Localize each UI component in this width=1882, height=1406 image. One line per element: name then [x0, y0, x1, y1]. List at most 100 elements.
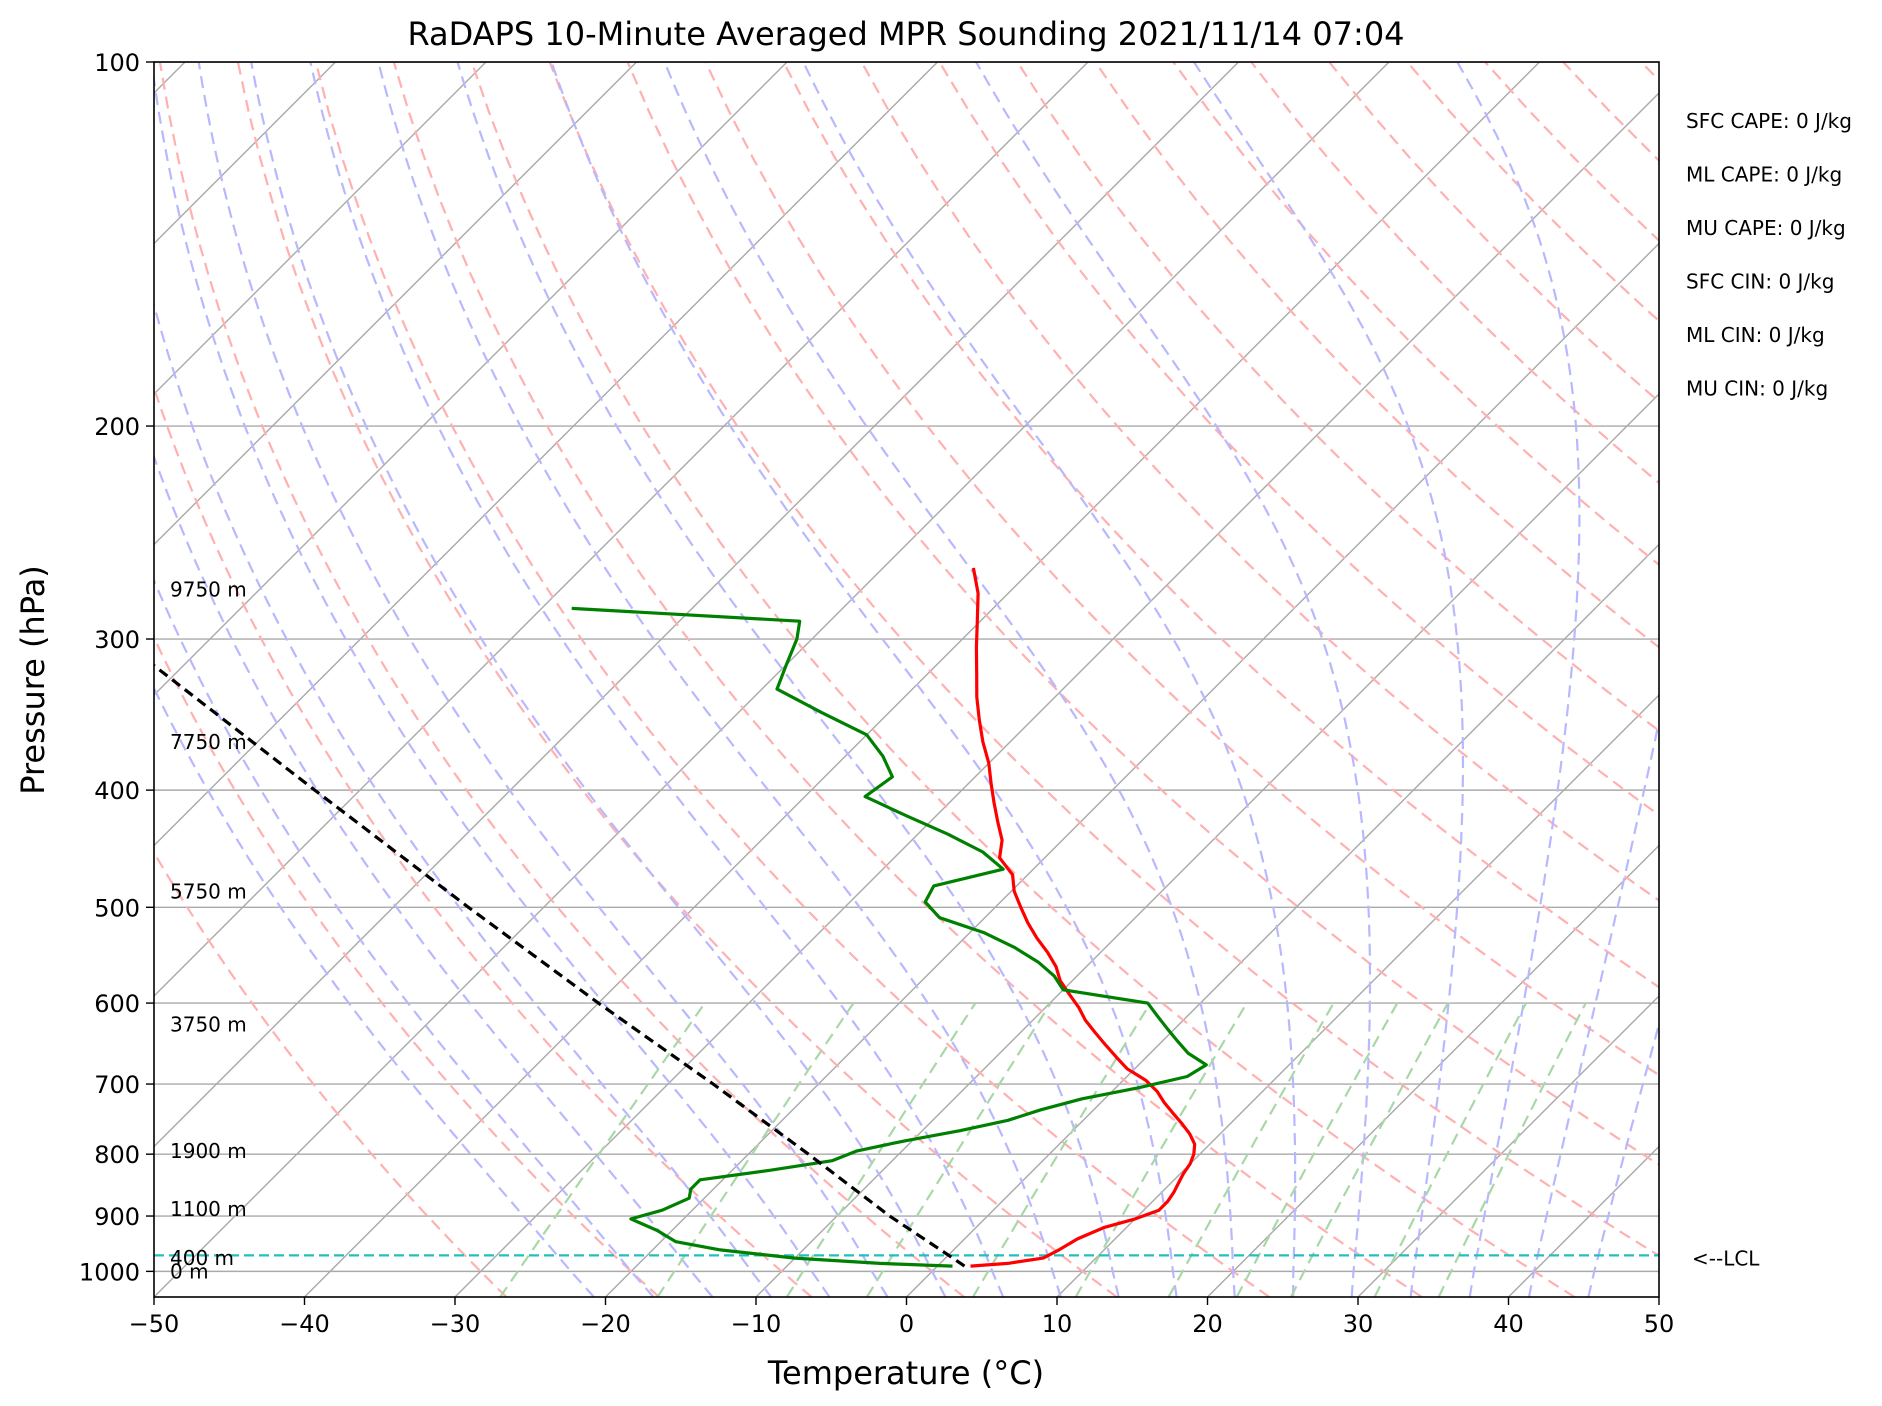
index-text: MU CAPE: 0 J/kg — [1686, 216, 1846, 240]
dry-adiabat-line — [1016, 62, 1659, 733]
dry-adiabat-line — [1094, 62, 1659, 649]
dry-adiabat-line — [1484, 62, 1659, 243]
plot-frame — [153, 61, 1660, 1298]
dry-adiabat-line — [704, 62, 1659, 1077]
moist-adiabat-line — [802, 62, 1297, 1297]
dry-adiabat-line — [236, 62, 1118, 1297]
x-tick-label: −40 — [279, 1310, 330, 1338]
height-label: 400 m — [170, 1246, 234, 1270]
moist-adiabat-line — [154, 300, 773, 1297]
height-label: 1900 m — [170, 1139, 247, 1163]
dry-adiabat-line — [1172, 62, 1659, 567]
dry-adiabat-line — [1719, 62, 1882, 1297]
dry-adiabat-line — [1328, 62, 1659, 404]
x-tick-label: −10 — [731, 1310, 782, 1338]
x-tick-label: 30 — [1343, 1310, 1374, 1338]
chart-title: RaDAPS 10-Minute Averaged MPR Sounding 2… — [407, 15, 1404, 53]
dry-adiabat-line — [1250, 62, 1659, 485]
height-label: 5750 m — [170, 879, 247, 903]
moist-adiabat-line — [154, 453, 714, 1297]
y-tick-label: 300 — [94, 626, 140, 654]
mixing-ratio-line — [1289, 1002, 1449, 1297]
isotherm-line — [1508, 1145, 1659, 1297]
moist-adiabat-line — [154, 72, 831, 1297]
dry-adiabat-line — [1562, 62, 1659, 162]
mixing-ratio-line — [865, 1002, 1052, 1297]
grid-layer — [154, 62, 1882, 1297]
dry-adiabat-line — [392, 62, 1423, 1297]
y-tick-label: 800 — [94, 1141, 140, 1169]
dry-adiabat-line — [1406, 62, 1659, 323]
isotherm-line — [154, 62, 487, 395]
isotherm-line — [605, 242, 1659, 1297]
isotherm-line — [154, 62, 1390, 1297]
mixing-ratio-line — [1235, 1002, 1399, 1297]
height-label: 1100 m — [170, 1197, 247, 1221]
isotherm-line — [154, 62, 1239, 1148]
height-label: 0 m — [170, 1259, 209, 1283]
dry-adiabat-line — [314, 62, 1271, 1297]
y-tick-label: 100 — [94, 49, 140, 77]
isotherm-line — [454, 92, 1659, 1297]
dry-adiabat-line — [1640, 62, 1659, 82]
dry-adiabat-line — [154, 635, 660, 1297]
index-text: SFC CAPE: 0 J/kg — [1686, 109, 1852, 133]
isotherm-line — [154, 62, 788, 696]
x-tick-label: −50 — [129, 1310, 180, 1338]
dry-adiabat-line — [782, 62, 1659, 989]
dry-adiabat-line — [938, 62, 1659, 817]
moist-adiabat-line — [377, 62, 1062, 1297]
y-axis-label: Pressure (hPa) — [14, 565, 52, 795]
x-tick-label: 50 — [1644, 1310, 1675, 1338]
y-tick-label: 600 — [94, 990, 140, 1018]
x-tick-label: 40 — [1493, 1310, 1524, 1338]
index-text: ML CAPE: 0 J/kg — [1686, 163, 1842, 187]
isotherm-line — [1056, 694, 1659, 1297]
dry-adiabat-line — [548, 62, 1659, 1258]
moist-adiabat-line — [309, 62, 1005, 1297]
label-layer: −50 −40 −30 −20 −10 0 10 20 30 40 50 100 200 300 400 50… — [79, 49, 1852, 1338]
parcel-profile — [154, 663, 966, 1268]
dry-adiabat-line — [860, 62, 1659, 902]
isotherm-line — [906, 543, 1659, 1297]
mixing-ratio-line — [656, 1002, 855, 1297]
dry-adiabat-line — [470, 62, 1576, 1297]
lcl-label: <--LCL — [1692, 1246, 1760, 1270]
isotherm-line — [154, 62, 1089, 997]
x-tick-label: −20 — [580, 1310, 631, 1338]
y-tick-label: 1000 — [79, 1258, 140, 1286]
mixing-ratio-line — [1437, 1002, 1587, 1297]
moist-adiabat-line — [154, 685, 595, 1297]
isotherm-line — [1357, 995, 1659, 1297]
moist-adiabat-line — [250, 62, 947, 1297]
dry-adiabat-line — [626, 62, 1659, 1166]
dry-adiabat-line — [154, 850, 508, 1297]
x-tick-label: 10 — [1042, 1310, 1073, 1338]
mixing-ratio-line — [499, 1002, 706, 1297]
isotherm-line — [755, 393, 1659, 1297]
height-label: 7750 m — [170, 730, 247, 754]
moist-adiabat-line — [663, 62, 1236, 1297]
y-tick-label: 400 — [94, 777, 140, 805]
isotherm-line — [1658, 1296, 1659, 1297]
x-tick-label: 0 — [899, 1310, 914, 1338]
moist-adiabat-line — [550, 62, 1178, 1297]
index-text: ML CIN: 0 J/kg — [1686, 323, 1825, 347]
isotherm-line — [1207, 844, 1659, 1297]
y-tick-label: 700 — [94, 1071, 140, 1099]
isotherm-line — [304, 62, 1540, 1297]
moist-adiabat-line — [456, 62, 1120, 1297]
dry-adiabat-line — [158, 62, 965, 1297]
y-tick-label: 900 — [94, 1203, 140, 1231]
moist-adiabat-line — [1456, 62, 1581, 1297]
moist-adiabat-line — [975, 62, 1372, 1297]
isotherm-line — [154, 62, 938, 847]
mixing-ratio-line — [1074, 1002, 1248, 1297]
moist-adiabat-line — [154, 577, 655, 1297]
y-tick-label: 200 — [94, 413, 140, 441]
moist-adiabat-line — [197, 62, 889, 1297]
x-tick-label: 20 — [1192, 1310, 1223, 1338]
moist-adiabat-line — [1527, 716, 1659, 1297]
